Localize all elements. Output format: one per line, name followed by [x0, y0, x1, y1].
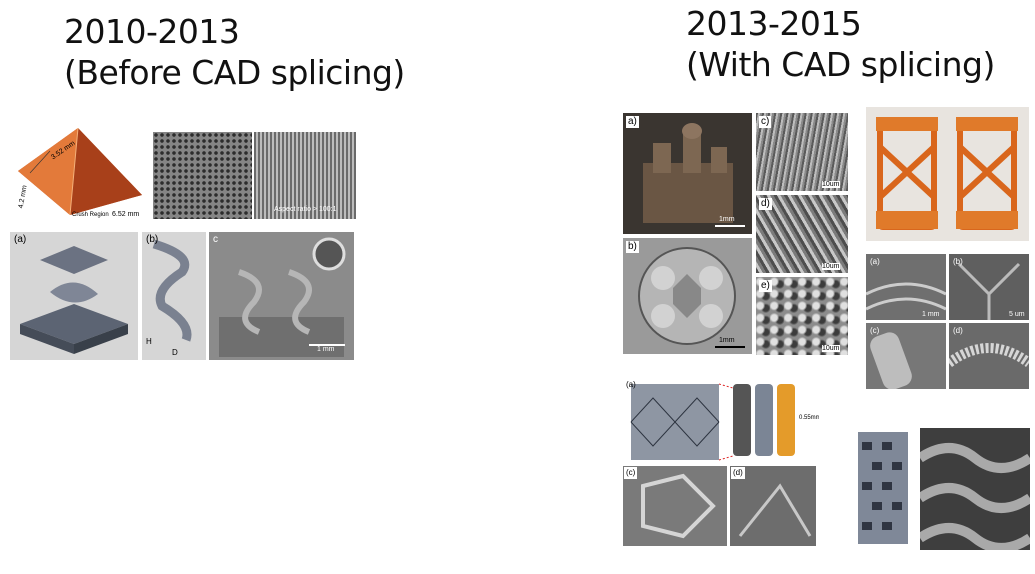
castle-scale-bar: [715, 225, 745, 227]
helix-sem-image: [219, 237, 346, 357]
stent-b-label: (b): [953, 257, 963, 266]
stent-sem-a: (a) 1 mm: [866, 254, 946, 320]
left-period: 2010-2013: [64, 12, 240, 51]
castle-photo-panel: a) 1mm: [623, 113, 752, 234]
stent-sem-bottom-c-image: [641, 473, 716, 539]
fiber-d-scale: 10um: [822, 263, 840, 270]
castle-panel-label: a): [626, 116, 639, 128]
fiber-sem-d: d) 10um: [756, 195, 848, 273]
stent-sem-d: (d): [949, 323, 1029, 389]
orange-stents-photo: [866, 107, 1029, 241]
castle-scale-label: 1mm: [719, 216, 735, 223]
stent-sem-bottom-c: (c): [623, 466, 727, 546]
pyramid-crush-label: Crush Region: [72, 212, 109, 218]
right-section-title: 2013-2015 (With CAD splicing): [686, 3, 995, 85]
castle-top-label: b): [626, 241, 639, 253]
stent-bottom-c-label: (c): [624, 467, 638, 479]
stent-a-label: (a): [870, 257, 880, 266]
stent-cad-image: [630, 383, 795, 461]
stent-b-scale: 5 um: [1009, 311, 1025, 318]
stent-tube-render: [846, 428, 918, 548]
stent-sem-b-image: [957, 262, 1021, 320]
stent-bottom-d-label: (d): [731, 467, 745, 479]
stent-tube-image: [858, 432, 908, 544]
stent-c-label: (c): [870, 326, 880, 335]
castle-top-sem-panel: b) 1mm: [623, 238, 752, 354]
helix-sem-panel: c 1 mm: [209, 232, 354, 360]
helix-diameter-label: D: [172, 348, 178, 357]
stent-closeup-sem: [920, 428, 1030, 550]
helix-image: [152, 239, 192, 342]
fiber-sem-e: e) 10um: [756, 277, 848, 355]
right-period: 2013-2015: [686, 4, 862, 43]
left-subtitle: (Before CAD splicing): [64, 53, 405, 92]
right-subtitle: (With CAD splicing): [686, 45, 995, 84]
helix-sem-label: c: [213, 234, 218, 245]
microlattice-sem-1: [153, 132, 252, 219]
castle-top-image: [638, 247, 736, 345]
fiber-e-label: e): [759, 280, 772, 292]
stent-sem-d-image: [949, 343, 1029, 368]
cad-block-panel: (a): [10, 232, 138, 360]
stent-closeup-image: [920, 443, 1030, 550]
microlattice-sem-2: Aspect ratio > 100:1: [254, 132, 356, 219]
stent-sem-bottom-d: (d): [730, 466, 816, 546]
cad-panel-label: (a): [14, 234, 27, 245]
fiber-c-label: c): [759, 116, 772, 128]
castle-top-scale-bar: [715, 346, 745, 348]
stent-sem-c: (c): [866, 323, 946, 389]
stent-cad-label: (a): [626, 380, 636, 389]
fiber-sem-c: c) 10um: [756, 113, 848, 191]
helix-sem-scale-bar: [309, 344, 345, 346]
stent-sem-bottom-d-image: [738, 483, 812, 537]
stent-sem-a-image: [866, 282, 946, 311]
stent-sem-b: (b) 5 um: [949, 254, 1029, 320]
pyramid-dim-3: 6.52 mm: [112, 211, 140, 218]
left-section-title: 2010-2013 (Before CAD splicing): [64, 11, 405, 93]
castle-top-scale-label: 1mm: [719, 337, 735, 344]
cad-block-image: [20, 246, 128, 354]
helix-panel-label: (b): [146, 234, 159, 245]
aspect-ratio-caption: Aspect ratio > 100:1: [274, 206, 337, 213]
helix-panel: (b) H D: [142, 232, 206, 360]
helix-sem-scale-label: 1 mm: [317, 346, 335, 353]
fiber-d-label: d): [759, 198, 772, 210]
stent-cad-panel: (a) 0.55mm: [623, 378, 819, 462]
stent-sem-c-image: [870, 332, 912, 389]
fiber-e-scale: 10um: [822, 345, 840, 352]
orange-stents-image: [876, 117, 1018, 230]
pyramid-figure: 3.52 mm 4.2 mm Crush Region 6.52 mm: [10, 123, 150, 223]
helix-height-label: H: [146, 337, 152, 346]
fiber-c-scale: 10um: [822, 181, 840, 188]
pyramid-image: [18, 127, 142, 216]
stent-a-scale: 1 mm: [922, 311, 940, 318]
stent-d-label: (d): [953, 326, 963, 335]
stent-dim-label: 0.55mm: [799, 415, 819, 421]
castle-image: [623, 113, 752, 234]
